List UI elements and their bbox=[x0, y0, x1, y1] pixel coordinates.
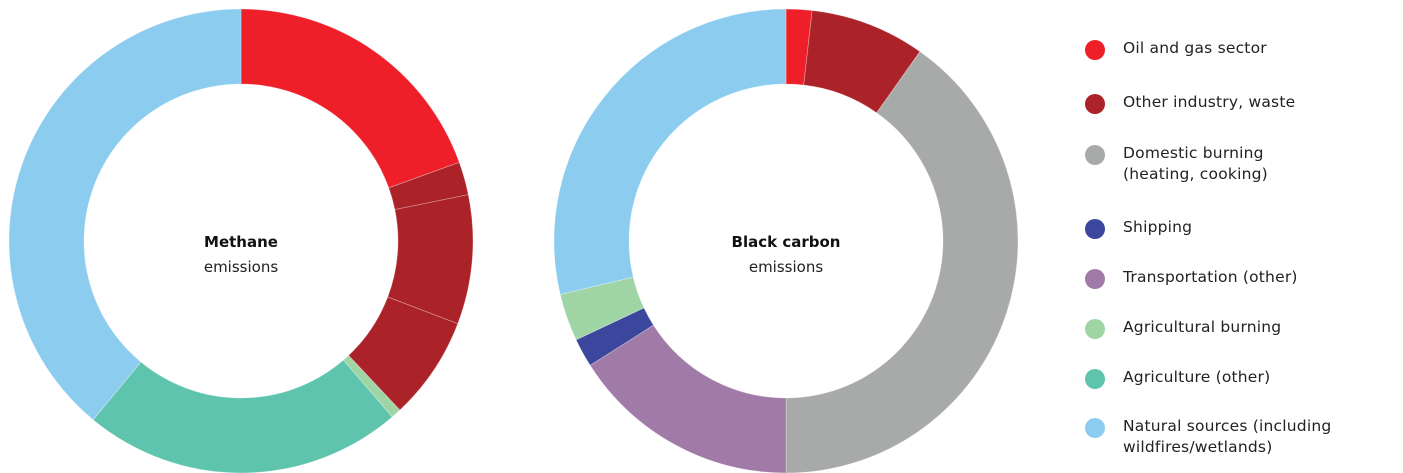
legend-label: Transportation (other) bbox=[1123, 268, 1298, 286]
legend-swatch bbox=[1085, 40, 1105, 60]
black-carbon-center-subtitle: emissions bbox=[749, 258, 823, 276]
legend-label: Domestic burning (heating, cooking) bbox=[1123, 144, 1268, 183]
legend-label: Agriculture (other) bbox=[1123, 368, 1271, 386]
legend-swatch bbox=[1085, 418, 1105, 438]
donut-slice bbox=[347, 296, 459, 411]
legend-item: Natural sources (including wildfires/wet… bbox=[1085, 416, 1331, 458]
legend-swatch bbox=[1085, 219, 1105, 239]
donut-slice bbox=[559, 276, 645, 341]
donut-slice bbox=[92, 359, 393, 473]
donut-slice bbox=[240, 8, 460, 189]
legend-item: Oil and gas sector bbox=[1085, 38, 1267, 60]
donut-slice bbox=[589, 324, 787, 473]
legend-item: Domestic burning (heating, cooking) bbox=[1085, 143, 1268, 185]
legend-label: Agricultural burning bbox=[1123, 318, 1282, 336]
legend-item: Agriculture (other) bbox=[1085, 367, 1270, 389]
legend-item: Shipping bbox=[1085, 217, 1192, 239]
legend-swatch bbox=[1085, 369, 1105, 389]
legend-swatch bbox=[1085, 145, 1105, 165]
methane-donut bbox=[8, 8, 474, 473]
donut-slice bbox=[388, 161, 469, 211]
legend-label: Natural sources (including wildfires/wet… bbox=[1123, 417, 1332, 456]
donut-slice bbox=[8, 8, 242, 421]
black-carbon-donut bbox=[553, 8, 1019, 473]
donut-slice bbox=[785, 51, 1019, 473]
black-carbon-center-title: Black carbon bbox=[732, 233, 841, 251]
donut-slice bbox=[785, 8, 813, 86]
legend-item: Agricultural burning bbox=[1085, 317, 1281, 339]
legend-label: Shipping bbox=[1123, 218, 1193, 236]
donut-slice bbox=[553, 8, 787, 295]
legend-swatch bbox=[1085, 94, 1105, 114]
legend-swatch bbox=[1085, 319, 1105, 339]
legend-item: Other industry, waste bbox=[1085, 92, 1295, 114]
legend-swatch bbox=[1085, 269, 1105, 289]
methane-center-subtitle: emissions bbox=[204, 258, 278, 276]
legend-item: Transportation (other) bbox=[1085, 267, 1298, 289]
methane-center-title: Methane bbox=[204, 233, 278, 251]
legend-label: Other industry, waste bbox=[1123, 93, 1296, 111]
legend-label: Oil and gas sector bbox=[1123, 39, 1267, 57]
